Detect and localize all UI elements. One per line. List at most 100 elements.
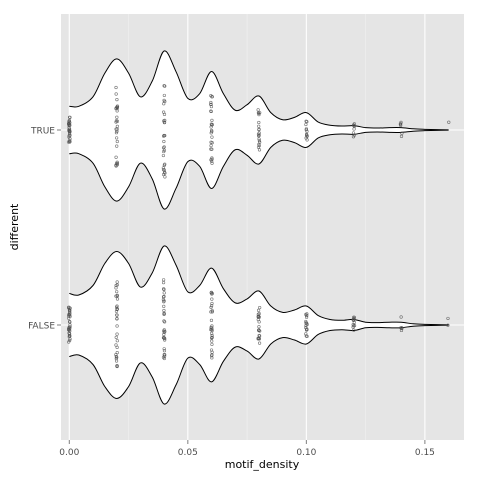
data-point xyxy=(114,335,118,339)
data-point xyxy=(115,351,119,355)
data-point xyxy=(115,136,119,140)
y-tick-label: TRUE xyxy=(30,127,55,137)
data-point xyxy=(209,310,213,314)
data-point xyxy=(305,321,309,325)
data-point xyxy=(114,92,118,96)
data-point xyxy=(447,120,451,124)
data-point xyxy=(162,139,166,144)
data-point xyxy=(352,318,356,322)
data-point xyxy=(162,110,166,114)
data-point xyxy=(67,123,71,128)
x-tick-label: 0.15 xyxy=(415,448,435,458)
data-point xyxy=(115,307,119,312)
data-point xyxy=(399,123,403,127)
data-point xyxy=(115,324,119,328)
data-point xyxy=(115,290,119,294)
data-point xyxy=(210,297,214,301)
violin-outline-upper-false xyxy=(69,245,449,326)
data-point xyxy=(305,314,309,318)
data-point xyxy=(67,333,72,338)
data-point xyxy=(352,315,356,319)
data-point xyxy=(257,341,262,345)
data-point xyxy=(305,134,309,138)
data-point xyxy=(115,139,119,144)
data-point xyxy=(210,301,214,306)
x-axis-title: motif_density xyxy=(225,458,300,471)
data-point xyxy=(163,84,167,88)
data-point xyxy=(256,134,261,138)
data-point xyxy=(210,353,214,357)
data-point xyxy=(256,318,260,322)
data-point xyxy=(257,133,261,138)
data-point xyxy=(67,335,71,339)
data-point xyxy=(352,124,356,128)
data-point xyxy=(67,313,71,317)
data-point xyxy=(209,290,214,295)
data-point xyxy=(304,119,308,123)
data-point xyxy=(162,149,166,154)
violin-true xyxy=(69,50,449,210)
data-point xyxy=(446,323,450,327)
data-point xyxy=(162,330,166,335)
data-point xyxy=(210,331,214,335)
data-point xyxy=(161,166,165,170)
data-point xyxy=(351,135,356,139)
data-point xyxy=(210,333,214,338)
data-point xyxy=(210,147,214,151)
data-point xyxy=(210,339,214,343)
data-point xyxy=(210,342,214,347)
data-point xyxy=(67,126,71,130)
data-point xyxy=(304,319,308,324)
data-point xyxy=(210,310,214,314)
data-point xyxy=(115,313,119,317)
data-point xyxy=(115,355,119,359)
data-point xyxy=(161,153,165,158)
data-point xyxy=(304,132,309,137)
data-point xyxy=(257,139,261,143)
data-point xyxy=(257,112,261,117)
y-tick-label: FALSE xyxy=(28,322,55,332)
data-point xyxy=(162,287,166,292)
data-point xyxy=(67,328,71,332)
data-point xyxy=(209,102,213,106)
data-point xyxy=(209,328,213,332)
data-point xyxy=(257,137,261,141)
data-point xyxy=(257,144,261,148)
data-point xyxy=(305,312,309,316)
data-point xyxy=(162,304,166,308)
data-point xyxy=(209,158,213,162)
data-point xyxy=(67,340,71,344)
violin-outline-lower-false xyxy=(69,324,449,405)
data-point xyxy=(115,345,119,349)
data-point xyxy=(162,300,166,304)
data-point xyxy=(161,281,166,285)
data-point xyxy=(399,122,403,126)
data-point xyxy=(209,144,213,148)
data-point xyxy=(114,155,118,159)
data-point xyxy=(400,131,404,135)
data-point xyxy=(352,317,356,321)
data-point xyxy=(67,140,72,144)
data-point xyxy=(351,325,355,329)
data-point xyxy=(399,134,404,138)
data-point xyxy=(210,292,214,296)
violin-outline-lower-true xyxy=(69,129,449,210)
data-point xyxy=(161,355,166,359)
data-point xyxy=(209,131,213,135)
data-point xyxy=(162,93,166,98)
data-point xyxy=(257,111,261,115)
data-point xyxy=(161,336,166,340)
data-point xyxy=(209,318,214,322)
data-point xyxy=(67,118,71,123)
data-point xyxy=(115,317,119,321)
data-point xyxy=(210,161,214,165)
data-point xyxy=(163,175,167,179)
data-point xyxy=(68,139,72,143)
data-point xyxy=(162,319,166,323)
data-point xyxy=(114,85,118,90)
data-point xyxy=(115,105,119,109)
data-point xyxy=(210,304,214,308)
data-point xyxy=(162,347,166,351)
x-tick-label: 0.10 xyxy=(296,448,316,458)
